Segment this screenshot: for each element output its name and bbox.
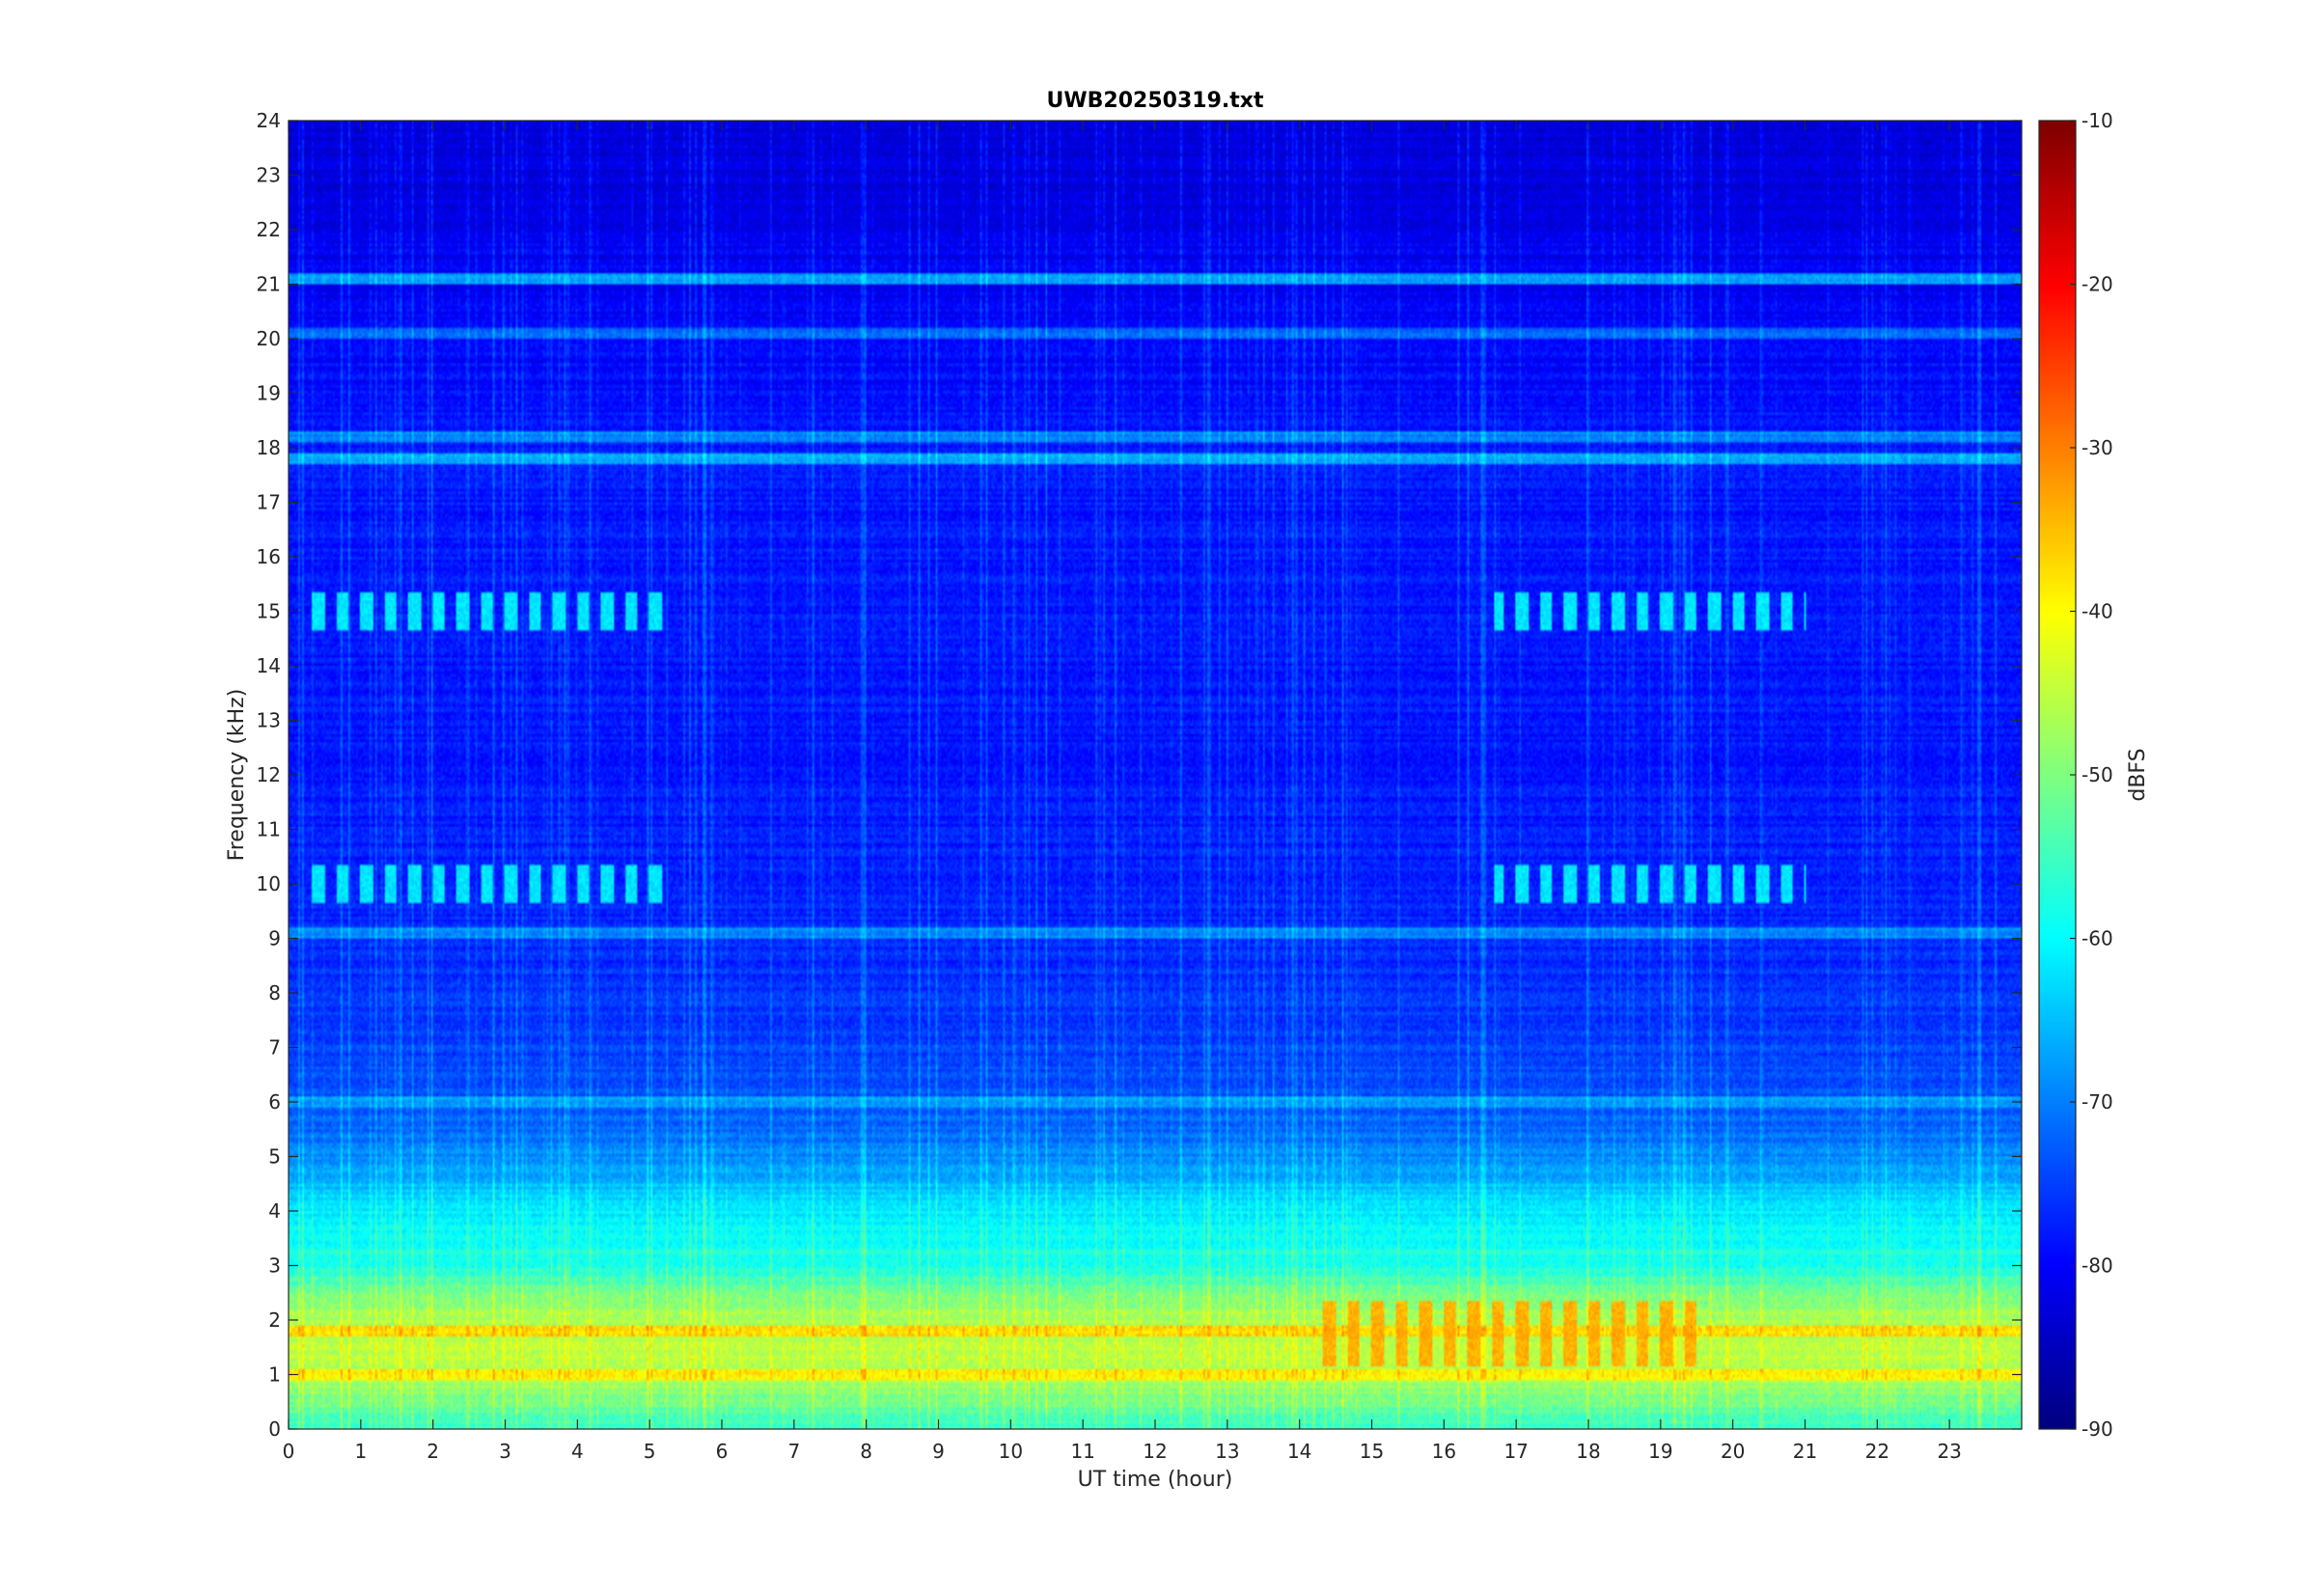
x-axis: 0 1 2 3 4 5 6 7 8 9 10 11 12 13 14 15 16 17 18 19 20 21 22 23: [283, 121, 1962, 1463]
y-tick-label: 14: [257, 654, 281, 677]
y-tick-label: 7: [268, 1036, 281, 1059]
x-tick-label: 1: [354, 1440, 367, 1463]
y-tick-label: 17: [257, 491, 281, 514]
y-tick-label: 13: [257, 709, 281, 732]
x-tick-label: 12: [1143, 1440, 1167, 1463]
x-tick-label: 16: [1432, 1440, 1456, 1463]
y-tick-label: 20: [257, 327, 281, 350]
colorbar-tick-label: -90: [2082, 1417, 2113, 1441]
y-tick-label: 24: [257, 109, 281, 132]
x-tick-label: 18: [1576, 1440, 1600, 1463]
y-tick-label: 3: [268, 1254, 281, 1278]
x-axis-label: UT time (hour): [1078, 1468, 1233, 1492]
colorbar-tick-label: -60: [2082, 927, 2113, 950]
y-tick-label: 16: [257, 545, 281, 568]
y-tick-label: 4: [268, 1199, 281, 1223]
y-tick-label: 6: [268, 1090, 281, 1114]
x-tick-label: 3: [499, 1440, 511, 1463]
y-axis-label: Frequency (kHz): [225, 689, 249, 862]
y-tick-label: 1: [268, 1363, 281, 1387]
x-tick-label: 21: [1793, 1440, 1817, 1463]
y-tick-label: 11: [257, 818, 281, 841]
y-tick-label: 9: [268, 927, 281, 950]
plot-area: [288, 120, 2023, 1430]
x-tick-label: 4: [571, 1440, 584, 1463]
x-tick-label: 6: [716, 1440, 729, 1463]
colorbar-tick-label: -40: [2082, 600, 2113, 623]
colorbar-tick-label: -70: [2082, 1090, 2113, 1114]
colorbar-tick-label: -10: [2082, 109, 2113, 132]
y-tick-label: 18: [257, 436, 281, 459]
y-tick-label: 5: [268, 1145, 281, 1169]
x-tick-label: 17: [1503, 1440, 1528, 1463]
y-tick-label: 2: [268, 1308, 281, 1332]
x-tick-label: 20: [1721, 1440, 1745, 1463]
x-tick-label: 23: [1937, 1440, 1961, 1463]
y-tick-label: 23: [257, 164, 281, 187]
colorbar-tick-label: -30: [2082, 436, 2113, 459]
x-tick-label: 19: [1648, 1440, 1672, 1463]
x-tick-label: 15: [1360, 1440, 1384, 1463]
colorbar-ticks: -10 -20 -30 -40 -50 -60 -70 -80 -90: [2070, 109, 2113, 1441]
colorbar: -10 -20 -30 -40 -50 -60 -70 -80 -90 dBFS: [2038, 109, 2150, 1441]
x-tick-label: 0: [283, 1440, 295, 1463]
colorbar-tick-label: -20: [2082, 273, 2113, 296]
y-tick-label: 12: [257, 763, 281, 786]
x-tick-label: 13: [1215, 1440, 1239, 1463]
spectrogram-heatmap: [289, 121, 2022, 1429]
y-tick-label: 21: [257, 273, 281, 296]
colorbar-tick-label: -80: [2082, 1254, 2113, 1278]
x-tick-label: 22: [1865, 1440, 1889, 1463]
x-tick-label: 14: [1287, 1440, 1311, 1463]
y-tick-label: 15: [257, 600, 281, 623]
x-tick-label: 2: [427, 1440, 439, 1463]
x-tick-label: 7: [787, 1440, 800, 1463]
y-tick-label: 19: [257, 382, 281, 405]
y-tick-label: 10: [257, 872, 281, 895]
colorbar-label: dBFS: [2126, 748, 2150, 801]
y-tick-label: 0: [268, 1417, 281, 1441]
y-tick-label: 8: [268, 981, 281, 1004]
x-tick-label: 11: [1070, 1440, 1094, 1463]
chart-title: UWB20250319.txt: [1047, 89, 1264, 113]
x-tick-label: 9: [932, 1440, 945, 1463]
colorbar-gradient: [2039, 121, 2076, 1429]
y-tick-label: 22: [257, 218, 281, 241]
x-tick-label: 5: [644, 1440, 656, 1463]
x-tick-label: 8: [860, 1440, 872, 1463]
colorbar-tick-label: -50: [2082, 763, 2113, 786]
x-tick-label: 10: [999, 1440, 1023, 1463]
